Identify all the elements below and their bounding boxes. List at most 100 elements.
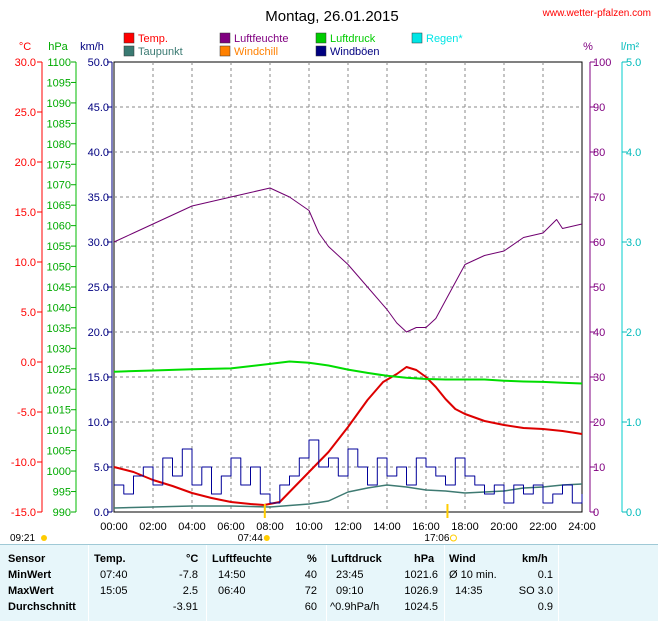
- row-max-humidity-value: 72: [304, 585, 317, 597]
- pressure-tick-label: 995: [53, 487, 71, 499]
- row-avg-temp-value: -3.91: [172, 601, 198, 613]
- rain-tick-label: 1.0: [626, 417, 641, 429]
- pressure-tick-label: 1050: [47, 262, 71, 274]
- legend: Temp. Luftfeuchte Luftdruck Regen* Taupunkt W…: [123, 32, 463, 58]
- header-pressure: Luftdruck: [331, 553, 382, 565]
- legend-swatch: [123, 32, 135, 44]
- pressure-tick-label: 1090: [47, 98, 71, 110]
- time-tick-label: 04:00: [178, 521, 206, 533]
- legend-label: Luftfeuchte: [234, 33, 288, 45]
- pressure-tick-label: 1070: [47, 180, 71, 192]
- row-max-temp-time: 15:05: [100, 585, 128, 597]
- row-min-humidity-time: 14:50: [218, 569, 246, 581]
- humidity-tick-label: 50: [593, 282, 605, 294]
- row-max-wind-value: SO 3.0: [518, 585, 553, 597]
- time-tick-label: 10:00: [295, 521, 323, 533]
- row-min-wind-value: 0.1: [537, 569, 553, 581]
- row-max-temp-value: 2.5: [182, 585, 198, 597]
- temp-tick-label: 20.0: [15, 157, 36, 169]
- row-max-humidity-time: 06:40: [218, 585, 246, 597]
- axis-lines: [37, 61, 627, 513]
- series-line: [114, 439, 583, 504]
- wind-tick-label: 5.0: [94, 462, 109, 474]
- legend-label: Taupunkt: [138, 46, 183, 58]
- pressure-tick-label: 1085: [47, 118, 71, 130]
- row-max-wind-time: 14:35: [455, 585, 483, 597]
- row-min-wind-label: Ø 10 min.: [449, 569, 497, 581]
- series-line: [113, 187, 583, 333]
- wind-tick-label: 20.0: [88, 327, 109, 339]
- humidity-tick-label: 90: [593, 102, 605, 114]
- humidity-unit-label: %: [583, 41, 593, 53]
- legend-label: Regen*: [426, 33, 463, 45]
- series-line: [113, 366, 583, 506]
- pressure-tick-label: 1040: [47, 302, 71, 314]
- humidity-tick-label: 70: [593, 192, 605, 204]
- temp-tick-label: 5.0: [21, 307, 36, 319]
- rain-tick-label: 0.0: [626, 507, 641, 519]
- pressure-tick-label: 1020: [47, 384, 71, 396]
- wind-tick-label: 25.0: [88, 282, 109, 294]
- time-tick-label: 14:00: [373, 521, 401, 533]
- series-line: [113, 483, 583, 509]
- pressure-tick-label: 1080: [47, 139, 71, 151]
- time-tick-label: 12:00: [334, 521, 362, 533]
- time-tick-label: 24:00: [568, 521, 596, 533]
- pressure-tick-label: 1060: [47, 221, 71, 233]
- wind-tick-label: 35.0: [88, 192, 109, 204]
- temp-tick-label: -10.0: [11, 457, 36, 469]
- time-tick-label: 02:00: [139, 521, 167, 533]
- humidity-tick-label: 10: [593, 462, 605, 474]
- legend-swatch: [315, 32, 327, 44]
- rain-tick-label: 5.0: [626, 57, 641, 69]
- temp-tick-label: -5.0: [17, 407, 36, 419]
- legend-label: Luftdruck: [330, 33, 376, 45]
- pressure-tick-label: 1055: [47, 241, 71, 253]
- humidity-tick-label: 20: [593, 417, 605, 429]
- header-temp-unit: °C: [186, 553, 199, 565]
- legend-label: Windböen: [330, 46, 380, 58]
- pressure-tick-label: 990: [53, 507, 71, 519]
- humidity-tick-label: 100: [593, 57, 611, 69]
- humidity-tick-label: 40: [593, 327, 605, 339]
- pressure-tick-label: 1075: [47, 159, 71, 171]
- legend-swatch: [219, 32, 231, 44]
- series-layer: [113, 187, 583, 509]
- grid: [114, 62, 582, 512]
- pressure-tick-label: 1035: [47, 323, 71, 335]
- header-humidity-unit: %: [307, 553, 317, 565]
- humidity-tick-label: 0: [593, 507, 599, 519]
- time-tick-label: 08:00: [256, 521, 284, 533]
- humidity-tick-label: 30: [593, 372, 605, 384]
- sunset-time: 17:06: [424, 533, 449, 544]
- wind-tick-label: 30.0: [88, 237, 109, 249]
- pressure-tick-label: 1095: [47, 77, 71, 89]
- wind-tick-label: 0.0: [94, 507, 109, 519]
- temp-tick-label: 25.0: [15, 107, 36, 119]
- header-sensor: Sensor: [8, 553, 46, 565]
- current-time-marker: 09:21: [10, 533, 35, 544]
- sun-icon: [41, 535, 47, 541]
- sun-markers: 07:44 17:06 09:21: [10, 504, 457, 544]
- humidity-tick-label: 80: [593, 147, 605, 159]
- wind-unit-label: km/h: [80, 41, 104, 53]
- time-tick-label: 18:00: [451, 521, 479, 533]
- wind-tick-label: 40.0: [88, 147, 109, 159]
- legend-swatch: [219, 45, 231, 57]
- row-avg-pressure-trend: ^0.9hPa/h: [330, 601, 380, 613]
- header-temp: Temp.: [94, 553, 126, 565]
- legend-swatch: [123, 45, 135, 57]
- pressure-tick-label: 1045: [47, 282, 71, 294]
- temp-unit-label: °C: [19, 41, 31, 53]
- pressure-tick-label: 1015: [47, 405, 71, 417]
- time-tick-label: 06:00: [217, 521, 245, 533]
- temp-tick-label: -15.0: [11, 507, 36, 519]
- chart-title: Montag, 26.01.2015: [265, 8, 398, 25]
- pressure-tick-label: 1100: [47, 57, 71, 69]
- moon-icon: [449, 534, 457, 542]
- pressure-tick-label: 1010: [47, 425, 71, 437]
- time-tick-label: 16:00: [412, 521, 440, 533]
- row-avg-wind-value: 0.9: [537, 601, 553, 613]
- temp-tick-label: 0.0: [21, 357, 36, 369]
- sun-icon: [263, 535, 270, 541]
